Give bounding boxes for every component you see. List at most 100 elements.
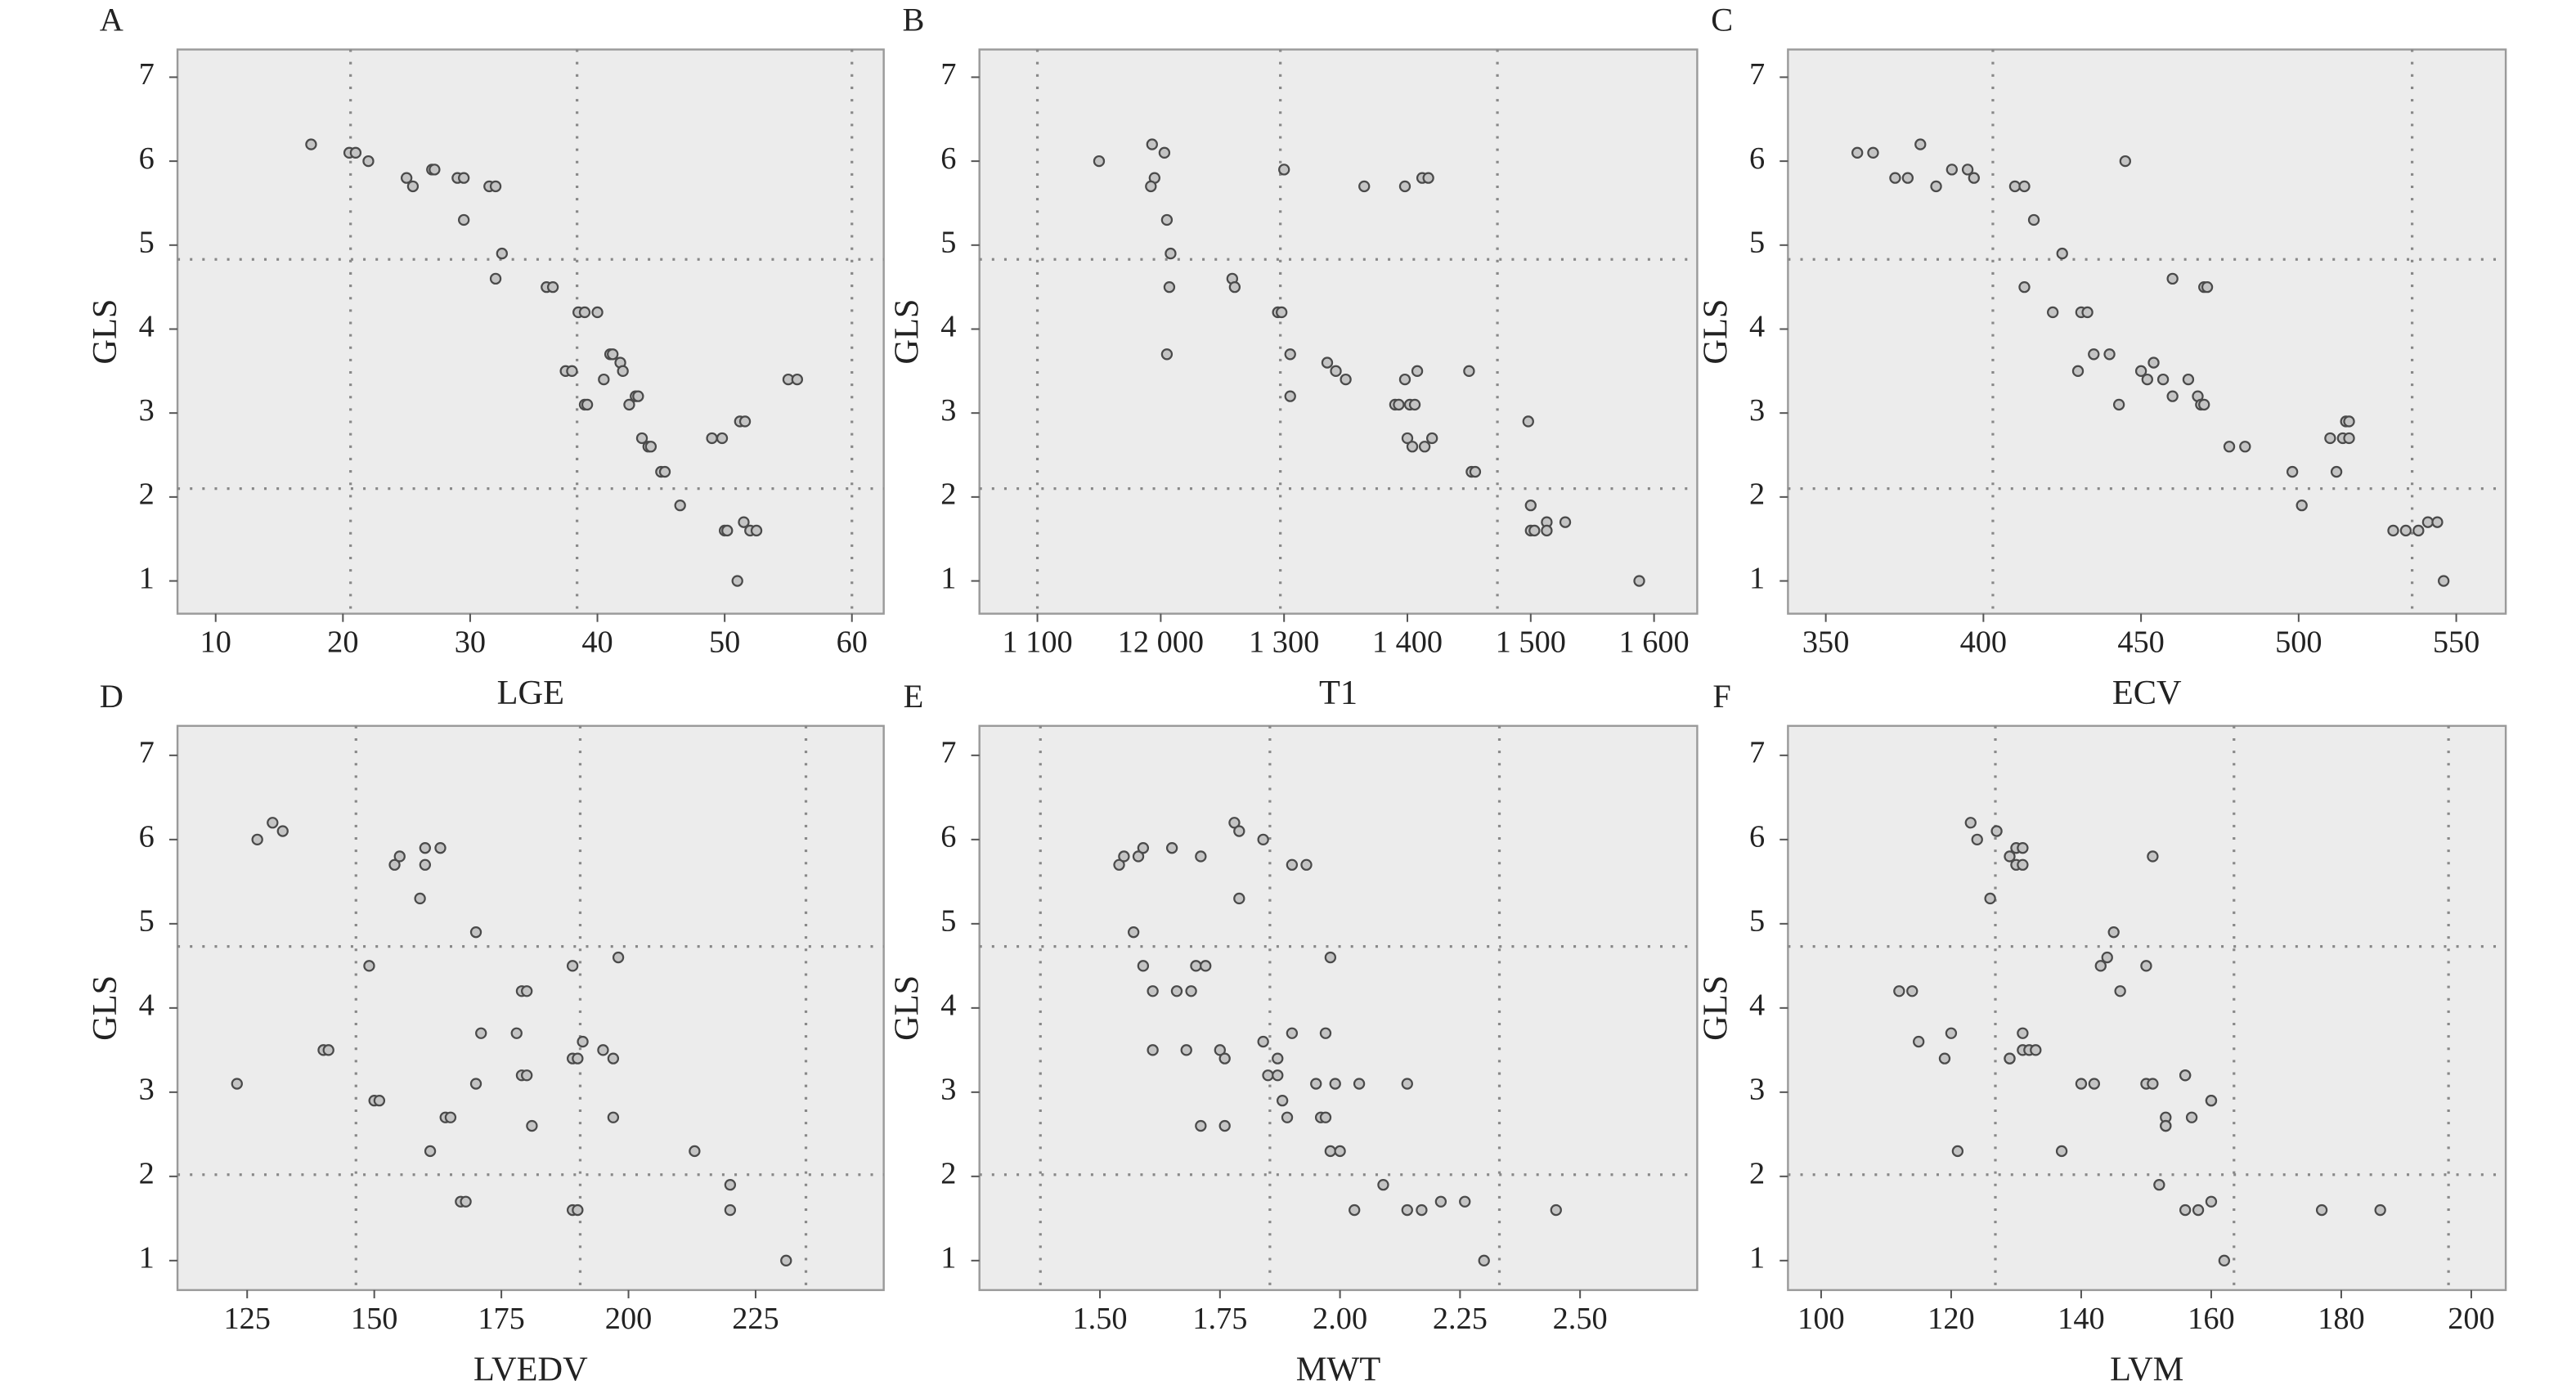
y-tick-label: 1 bbox=[139, 561, 155, 595]
data-point bbox=[2141, 373, 2153, 386]
data-point bbox=[1469, 465, 1482, 478]
plot-area bbox=[176, 48, 885, 615]
data-point bbox=[566, 960, 579, 972]
data-point bbox=[1276, 306, 1288, 319]
data-point bbox=[1272, 1069, 1284, 1082]
y-tick-label: 1 bbox=[1749, 1241, 1765, 1275]
data-point bbox=[706, 432, 718, 445]
panel-label: F bbox=[1712, 678, 1730, 715]
data-point bbox=[572, 1052, 584, 1065]
data-point bbox=[2387, 524, 2399, 537]
data-point bbox=[1377, 1178, 1389, 1191]
data-point bbox=[1463, 365, 1475, 377]
data-point bbox=[658, 465, 671, 478]
y-tick-label: 5 bbox=[940, 904, 956, 939]
data-point bbox=[2374, 1204, 2386, 1217]
y-tick-label: 2 bbox=[1749, 1157, 1765, 1191]
plot-area bbox=[176, 724, 885, 1292]
x-tick-label: 50 bbox=[709, 625, 740, 660]
data-point bbox=[2343, 415, 2355, 428]
data-point bbox=[2119, 155, 2131, 168]
data-point bbox=[607, 1052, 620, 1065]
x-tick-label: 30 bbox=[455, 625, 486, 660]
data-point bbox=[400, 172, 413, 184]
data-point bbox=[1160, 348, 1174, 361]
data-point bbox=[393, 850, 406, 863]
data-point bbox=[546, 280, 559, 294]
y-tick-label: 4 bbox=[1749, 309, 1765, 343]
data-point bbox=[577, 1035, 589, 1048]
data-point bbox=[521, 1069, 533, 1082]
data-point bbox=[1340, 373, 1352, 386]
y-tick-label: 6 bbox=[940, 141, 956, 176]
y-tick-label: 7 bbox=[139, 57, 155, 92]
y-tick-label: 4 bbox=[139, 988, 155, 1023]
data-point bbox=[1281, 1111, 1294, 1123]
data-point bbox=[607, 1111, 620, 1123]
x-axis-label: LVEDV bbox=[473, 1350, 588, 1388]
data-point bbox=[1408, 398, 1421, 411]
data-point bbox=[1528, 524, 1541, 537]
x-tick-label: 200 bbox=[605, 1302, 653, 1336]
data-point bbox=[388, 858, 401, 871]
data-point bbox=[414, 892, 426, 905]
data-point bbox=[1329, 1078, 1341, 1090]
data-point bbox=[2330, 465, 2343, 478]
data-point bbox=[738, 415, 752, 428]
data-point bbox=[724, 1204, 737, 1217]
x-tick-label: 400 bbox=[1960, 625, 2008, 660]
data-point bbox=[2412, 524, 2425, 537]
data-point bbox=[1113, 858, 1125, 871]
data-point bbox=[721, 524, 734, 537]
data-point bbox=[1278, 164, 1290, 176]
x-tick-label: 1.50 bbox=[1073, 1302, 1128, 1336]
data-point bbox=[578, 306, 591, 319]
data-point bbox=[1195, 1119, 1207, 1132]
x-tick-label: 10 bbox=[200, 625, 231, 660]
x-tick-label: 1 600 bbox=[1618, 625, 1689, 660]
data-point bbox=[1906, 985, 1919, 997]
data-point bbox=[1406, 441, 1419, 453]
data-point bbox=[489, 180, 502, 193]
data-point bbox=[2018, 180, 2031, 193]
data-point bbox=[2421, 516, 2435, 528]
plot-area bbox=[978, 724, 1699, 1292]
data-point bbox=[1284, 348, 1296, 361]
data-point bbox=[460, 1195, 472, 1208]
data-point bbox=[2103, 348, 2116, 361]
data-point bbox=[231, 1078, 243, 1090]
data-point bbox=[2004, 850, 2016, 863]
data-point bbox=[1524, 499, 1537, 512]
data-point bbox=[1913, 1035, 1925, 1048]
y-tick-label: 3 bbox=[139, 393, 155, 428]
data-point bbox=[1416, 1204, 1428, 1217]
data-point bbox=[349, 146, 362, 159]
panel: 1 2 3 4 5 6 7 125 150 175 200 225 LVEDV GLS D bbox=[86, 678, 885, 1388]
data-point bbox=[475, 1027, 487, 1039]
data-point bbox=[2431, 516, 2444, 528]
data-point bbox=[1214, 1044, 1226, 1056]
data-point bbox=[305, 138, 317, 150]
x-tick-label: 200 bbox=[2448, 1302, 2495, 1336]
data-point bbox=[1319, 1111, 1332, 1123]
data-point bbox=[2112, 398, 2125, 411]
plot-area bbox=[978, 48, 1699, 615]
data-point bbox=[1180, 1044, 1192, 1056]
data-point bbox=[2114, 985, 2126, 997]
data-point bbox=[1262, 1069, 1274, 1082]
x-tick-label: 120 bbox=[1928, 1302, 1975, 1336]
data-point bbox=[276, 825, 289, 837]
data-point bbox=[2160, 1119, 2172, 1132]
data-point bbox=[469, 926, 482, 939]
x-tick-label: 1.75 bbox=[1192, 1302, 1247, 1336]
data-point bbox=[1147, 985, 1159, 997]
y-tick-label: 7 bbox=[940, 57, 956, 92]
panel-label: E bbox=[904, 678, 924, 715]
y-tick-label: 6 bbox=[139, 141, 155, 176]
data-point bbox=[2081, 306, 2094, 319]
data-point bbox=[457, 213, 470, 226]
data-point bbox=[738, 516, 750, 528]
data-point bbox=[1257, 1035, 1269, 1048]
data-point bbox=[1434, 1195, 1447, 1208]
x-tick-label: 550 bbox=[2433, 625, 2480, 660]
